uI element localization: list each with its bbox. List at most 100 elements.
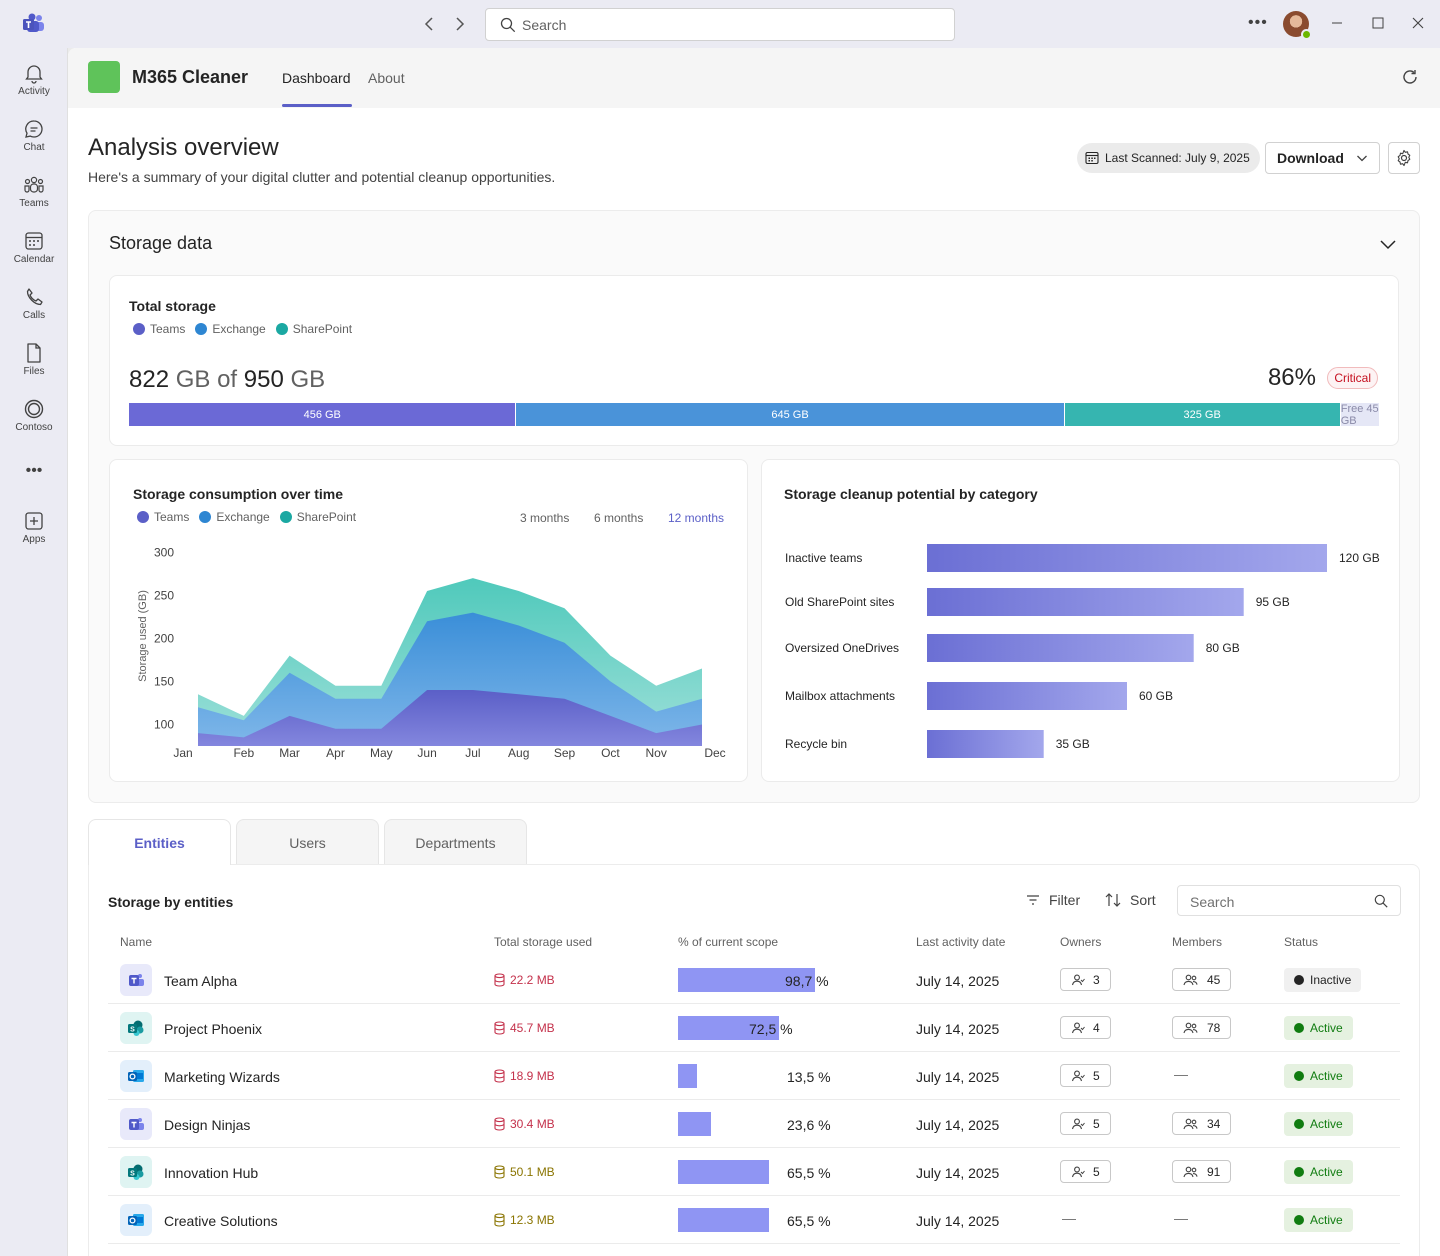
owners-chip[interactable]: 5 xyxy=(1060,1112,1111,1135)
tab-entities[interactable]: Entities xyxy=(88,819,231,865)
rail-label: Teams xyxy=(19,198,49,209)
owners-chip[interactable]: 5 xyxy=(1060,1160,1111,1183)
table-search-input[interactable]: Search xyxy=(1177,885,1401,916)
x-tick-label: Nov xyxy=(646,746,667,760)
y-tick-label: 100 xyxy=(154,718,174,732)
filter-label: Filter xyxy=(1049,892,1081,908)
sharepoint-app-icon: S xyxy=(120,1012,152,1044)
range-12-months[interactable]: 12 months xyxy=(668,511,725,525)
owners-chip[interactable]: 3 xyxy=(1060,968,1111,991)
storage-value: 50.1 MB xyxy=(510,1165,555,1179)
entity-name[interactable]: Innovation Hub xyxy=(164,1165,259,1181)
download-button[interactable]: Download xyxy=(1265,142,1380,174)
avatar[interactable] xyxy=(1283,11,1312,40)
entity-name[interactable]: Project Phoenix xyxy=(164,1021,263,1037)
sort-icon xyxy=(1105,893,1121,907)
x-tick-label: Jun xyxy=(417,746,436,760)
table-row[interactable]: Creative Solutions 12.3 MB 65,5 % July 14, … xyxy=(108,1196,1400,1244)
minimize-icon[interactable] xyxy=(1330,16,1344,30)
settings-button[interactable] xyxy=(1388,142,1420,174)
members-chip[interactable]: 78 xyxy=(1172,1016,1232,1039)
storage-segment: 645 GB xyxy=(516,403,1065,426)
bar-mailbox-attachments xyxy=(927,682,1127,710)
rail-item-activity[interactable]: Activity xyxy=(0,56,68,112)
search-icon xyxy=(1374,894,1388,908)
members-count: 45 xyxy=(1207,972,1221,987)
members-icon xyxy=(1183,974,1199,986)
owner-icon xyxy=(1071,974,1085,986)
storage-section-title: Storage data xyxy=(109,233,213,253)
column-header-name[interactable]: Name xyxy=(120,935,153,949)
column-header-storage[interactable]: Total storage used xyxy=(494,935,593,949)
table-row[interactable]: Marketing Wizards 18.9 MB 13,5 % July 14, 2… xyxy=(108,1052,1400,1100)
table-row[interactable]: S Project Phoenix 45.7 MB 72,5 % July 14, 20… xyxy=(108,1004,1400,1052)
legend-item-sharepoint: SharePoint xyxy=(279,510,357,524)
used-unit: GB of xyxy=(175,366,238,393)
legend-label: Exchange xyxy=(212,322,266,336)
close-icon[interactable] xyxy=(1411,16,1425,30)
entity-name[interactable]: Design Ninjas xyxy=(164,1117,251,1133)
column-header-members[interactable]: Members xyxy=(1172,935,1223,949)
y-tick-label: 150 xyxy=(154,674,174,688)
column-header-owners[interactable]: Owners xyxy=(1060,935,1102,949)
legend-item-exchange: Exchange xyxy=(195,322,266,336)
entity-name[interactable]: Marketing Wizards xyxy=(164,1069,280,1085)
members-chip[interactable]: 34 xyxy=(1172,1112,1232,1135)
bar-category-label: Oversized OneDrives xyxy=(785,641,899,655)
x-tick-label: Dec xyxy=(704,746,725,760)
owners-chip[interactable]: 4 xyxy=(1060,1016,1111,1039)
cleanup-chart-title: Storage cleanup potential by category xyxy=(784,486,1038,502)
page-subtitle: Here's a summary of your digital clutter… xyxy=(88,169,556,185)
range-3-months[interactable]: 3 months xyxy=(520,511,570,525)
members-chip[interactable]: 45 xyxy=(1172,968,1232,991)
table-row[interactable]: S Innovation Hub 50.1 MB 65,5 % July 14, 202… xyxy=(108,1148,1400,1196)
entity-name[interactable]: Team Alpha xyxy=(164,973,238,989)
storage-used: 50.1 MB xyxy=(494,1165,555,1179)
database-icon xyxy=(494,1165,505,1179)
rail-more-icon[interactable]: ••• xyxy=(25,462,43,479)
sort-button[interactable]: Sort xyxy=(1104,892,1156,908)
table-row[interactable]: Team Alpha 22.2 MB 98,7 % July 14, 2025 3 45 I… xyxy=(108,956,1400,1004)
legend-item-exchange: Exchange xyxy=(199,510,270,524)
forward-arrow-icon[interactable] xyxy=(449,14,469,34)
app-name: M365 Cleaner xyxy=(132,67,249,87)
rail-item-files[interactable]: Files xyxy=(0,336,68,392)
bar-value-label: 95 GB xyxy=(1256,595,1290,609)
global-search-input[interactable]: Search xyxy=(485,8,955,41)
rail-item-chat[interactable]: Chat xyxy=(0,112,68,168)
range-6-months[interactable]: 6 months xyxy=(594,511,644,525)
rail-item-calendar[interactable]: Calendar xyxy=(0,224,68,280)
entity-name[interactable]: Creative Solutions xyxy=(164,1213,278,1229)
filter-button[interactable]: Filter xyxy=(1025,892,1080,908)
collapse-chevron-icon[interactable] xyxy=(1379,235,1397,253)
title-bar: Search ••• xyxy=(0,0,1440,48)
table-row[interactable]: Design Ninjas 30.4 MB 23,6 % July 14, 2025 5… xyxy=(108,1100,1400,1148)
legend-label: Teams xyxy=(154,510,190,524)
rail-item-apps[interactable]: Apps xyxy=(0,504,68,560)
tab-about[interactable]: About xyxy=(368,70,405,86)
maximize-icon[interactable] xyxy=(1371,16,1385,30)
tab-dashboard[interactable]: Dashboard xyxy=(282,70,351,86)
last-scanned-text: Last Scanned: July 9, 2025 xyxy=(1105,151,1250,165)
bar-category-label: Old SharePoint sites xyxy=(785,595,894,609)
tab-users[interactable]: Users xyxy=(236,819,379,865)
back-arrow-icon[interactable] xyxy=(420,14,440,34)
more-options-icon[interactable]: ••• xyxy=(1248,14,1268,31)
owners-chip[interactable]: 5 xyxy=(1060,1064,1111,1087)
svg-text:S: S xyxy=(130,1170,135,1177)
refresh-icon[interactable] xyxy=(1401,68,1419,86)
column-header-scope[interactable]: % of current scope xyxy=(678,935,779,949)
tab-departments[interactable]: Departments xyxy=(384,819,527,865)
members-chip[interactable]: 91 xyxy=(1172,1160,1232,1183)
status-text: Active xyxy=(1310,1021,1343,1035)
column-header-status[interactable]: Status xyxy=(1284,935,1319,949)
total-storage-value: 822 GB of 950 GB xyxy=(129,366,325,394)
bar-oversized-onedrives xyxy=(927,634,1194,662)
rail-item-teams[interactable]: Teams xyxy=(0,168,68,224)
legend-label: SharePoint xyxy=(296,510,357,524)
phone-icon xyxy=(26,288,43,306)
rail-item-calls[interactable]: Calls xyxy=(0,280,68,336)
column-header-last-activity[interactable]: Last activity date xyxy=(916,935,1006,949)
owners-count: 4 xyxy=(1093,1020,1100,1035)
rail-item-contoso[interactable]: Contoso xyxy=(0,392,68,448)
